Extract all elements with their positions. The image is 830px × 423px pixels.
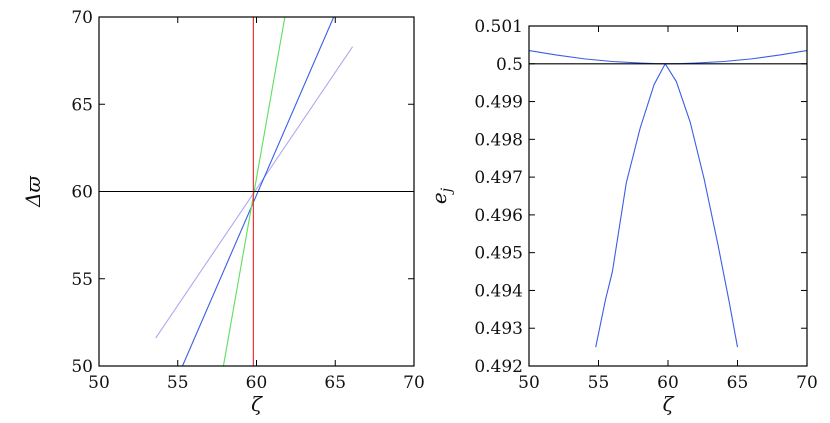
series-line-0 bbox=[529, 50, 807, 65]
y-tick-label: 55 bbox=[71, 270, 93, 290]
y-tick-label: 0.497 bbox=[474, 168, 523, 188]
y-tick-label: 0.498 bbox=[474, 130, 523, 150]
x-tick-label: 70 bbox=[403, 373, 425, 393]
x-axis-label: ζ bbox=[251, 392, 263, 416]
x-tick-label: 65 bbox=[324, 373, 346, 393]
y-tick-label: 50 bbox=[71, 357, 93, 377]
x-tick-label: 60 bbox=[246, 373, 268, 393]
x-tick-label: 55 bbox=[588, 373, 610, 393]
y-tick-label: 0.501 bbox=[474, 17, 523, 37]
left-chart: 50 55 60 65 70 50 55 60 65 70 ζ Δϖ bbox=[21, 8, 425, 416]
right-chart: 50 55 60 65 70 0.492 0.493 0.494 0.495 0.496 0.497… bbox=[427, 17, 818, 416]
series-group bbox=[529, 50, 807, 348]
x-axis-label: ζ bbox=[663, 392, 675, 416]
y-tick-label: 0.5 bbox=[496, 55, 523, 75]
y-tick-label: 0.492 bbox=[474, 357, 523, 377]
y-axis-label: Δϖ bbox=[21, 175, 45, 207]
x-tick-label: 60 bbox=[657, 373, 679, 393]
y-tick-label: 0.496 bbox=[474, 206, 523, 226]
y-tick-label: 0.493 bbox=[474, 319, 523, 339]
plot-frame bbox=[528, 25, 808, 367]
y-tick-label: 70 bbox=[71, 8, 93, 28]
y-tick-label: 0.494 bbox=[474, 281, 523, 301]
y-tick-label: 65 bbox=[71, 95, 93, 115]
y-tick-label: 0.499 bbox=[474, 93, 523, 113]
x-tick-label: 70 bbox=[796, 373, 818, 393]
y-tick-label: 0.495 bbox=[474, 244, 523, 264]
y-tick-label: 60 bbox=[71, 183, 93, 203]
series-group bbox=[99, 17, 414, 366]
x-tick-label: 55 bbox=[167, 373, 189, 393]
y-axis-label: ej bbox=[427, 187, 455, 204]
x-tick-label: 50 bbox=[518, 373, 540, 393]
series-line-1 bbox=[595, 63, 739, 348]
x-tick-label: 65 bbox=[727, 373, 749, 393]
x-tick-label: 50 bbox=[88, 373, 110, 393]
